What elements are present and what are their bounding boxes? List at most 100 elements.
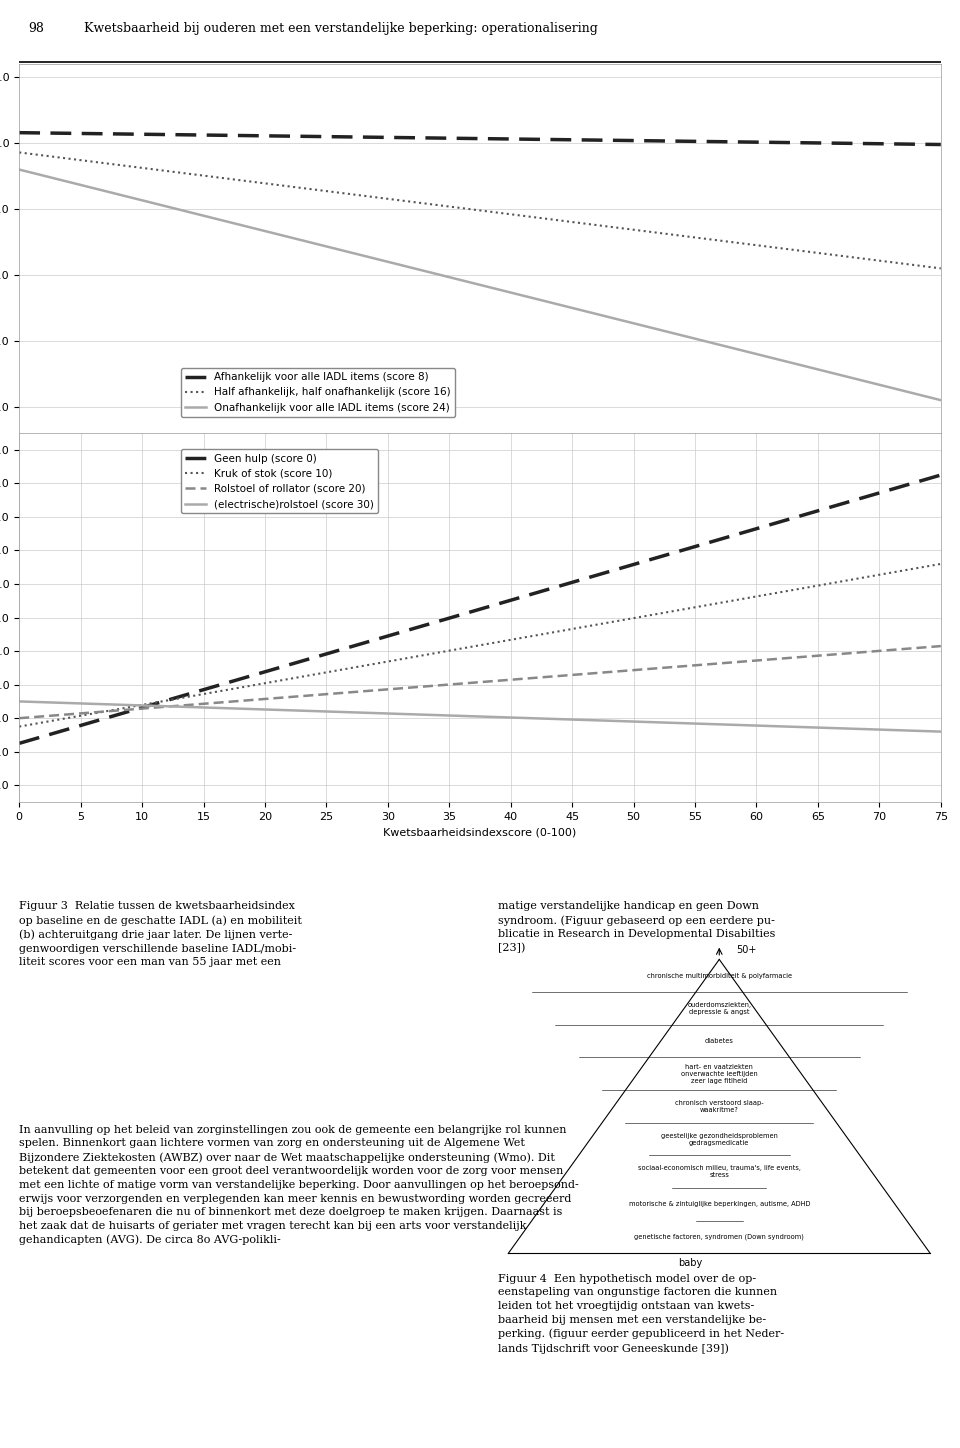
Text: In aanvulling op het beleid van zorginstellingen zou ook de gemeente een belangr: In aanvulling op het beleid van zorginst… xyxy=(19,1125,579,1245)
(electrische)rolstoel (score 30) xyxy=(874,721,885,738)
Afhankelijk voor alle IADL items (score 8) xyxy=(628,132,639,149)
(electrische)rolstoel (score 30) xyxy=(321,702,332,720)
Onafhankelijk voor alle IADL items (score 24) xyxy=(444,268,455,285)
Onafhankelijk voor alle IADL items (score 24) xyxy=(198,207,209,224)
Onafhankelijk voor alle IADL items (score 24) xyxy=(259,223,271,240)
Text: matige verstandelijke handicap en geen Down
syndroom. (Figuur gebaseerd op een e: matige verstandelijke handicap en geen D… xyxy=(497,901,775,953)
Afhankelijk voor alle IADL items (score 8) xyxy=(935,136,947,153)
Rolstoel of rollator (score 20) xyxy=(136,699,148,717)
Rolstoel of rollator (score 20) xyxy=(751,652,762,669)
Afhankelijk voor alle IADL items (score 8) xyxy=(198,126,209,143)
Afhankelijk voor alle IADL items (score 8) xyxy=(321,127,332,145)
Kruk of stok (score 10) xyxy=(75,707,86,724)
Onafhankelijk voor alle IADL items (score 24) xyxy=(628,314,639,332)
Geen hulp (score 0) xyxy=(382,627,394,644)
Line: Geen hulp (score 0): Geen hulp (score 0) xyxy=(19,475,941,743)
Text: Kwetsbaarheid bij ouderen met een verstandelijke beperking: operationalisering: Kwetsbaarheid bij ouderen met een versta… xyxy=(84,22,597,35)
Onafhankelijk voor alle IADL items (score 24) xyxy=(321,237,332,255)
Text: Figuur 4  Een hypothetisch model over de op-
eenstapeling van ongunstige factore: Figuur 4 Een hypothetisch model over de … xyxy=(497,1274,784,1354)
Half afhankelijk, half onafhankelijk (score 16) xyxy=(935,259,947,277)
Kruk of stok (score 10) xyxy=(136,696,148,714)
Half afhankelijk, half onafhankelijk (score 16) xyxy=(382,190,394,207)
Rolstoel of rollator (score 20) xyxy=(566,666,578,683)
Rolstoel of rollator (score 20) xyxy=(321,685,332,702)
(electrische)rolstoel (score 30) xyxy=(382,705,394,723)
Half afhankelijk, half onafhankelijk (score 16) xyxy=(874,252,885,269)
Kruk of stok (score 10) xyxy=(566,620,578,637)
Rolstoel of rollator (score 20) xyxy=(874,643,885,660)
Legend: Geen hulp (score 0), Kruk of stok (score 10), Rolstoel of rollator (score 20), (: Geen hulp (score 0), Kruk of stok (score… xyxy=(181,449,378,514)
(electrische)rolstoel (score 30) xyxy=(444,707,455,724)
Afhankelijk voor alle IADL items (score 8) xyxy=(874,135,885,152)
Geen hulp (score 0) xyxy=(689,537,701,555)
Kruk of stok (score 10) xyxy=(812,576,824,594)
Afhankelijk voor alle IADL items (score 8) xyxy=(751,133,762,151)
Line: (electrische)rolstoel (score 30): (electrische)rolstoel (score 30) xyxy=(19,701,941,731)
Half afhankelijk, half onafhankelijk (score 16) xyxy=(444,198,455,216)
Onafhankelijk voor alle IADL items (score 24) xyxy=(689,330,701,348)
Onafhankelijk voor alle IADL items (score 24) xyxy=(505,284,516,301)
Kruk of stok (score 10) xyxy=(259,675,271,692)
Onafhankelijk voor alle IADL items (score 24) xyxy=(75,177,86,194)
Geen hulp (score 0) xyxy=(751,520,762,537)
Line: Half afhankelijk, half onafhankelijk (score 16): Half afhankelijk, half onafhankelijk (sc… xyxy=(19,152,941,268)
Onafhankelijk voor alle IADL items (score 24) xyxy=(874,376,885,394)
Onafhankelijk voor alle IADL items (score 24) xyxy=(136,191,148,209)
(electrische)rolstoel (score 30) xyxy=(812,718,824,736)
Kruk of stok (score 10) xyxy=(689,598,701,615)
Line: Kruk of stok (score 10): Kruk of stok (score 10) xyxy=(19,563,941,727)
Rolstoel of rollator (score 20) xyxy=(382,681,394,698)
(electrische)rolstoel (score 30) xyxy=(689,715,701,733)
(electrische)rolstoel (score 30) xyxy=(628,712,639,730)
Text: Figuur 3  Relatie tussen de kwetsbaarheidsindex
op baseline en de geschatte IADL: Figuur 3 Relatie tussen de kwetsbaarheid… xyxy=(19,901,302,967)
Half afhankelijk, half onafhankelijk (score 16) xyxy=(75,152,86,169)
Line: Afhankelijk voor alle IADL items (score 8): Afhankelijk voor alle IADL items (score … xyxy=(19,133,941,145)
Rolstoel of rollator (score 20) xyxy=(628,662,639,679)
Afhankelijk voor alle IADL items (score 8) xyxy=(382,129,394,146)
Half afhankelijk, half onafhankelijk (score 16) xyxy=(566,213,578,230)
Geen hulp (score 0) xyxy=(874,484,885,501)
Half afhankelijk, half onafhankelijk (score 16) xyxy=(505,206,516,223)
Geen hulp (score 0) xyxy=(628,556,639,573)
Rolstoel of rollator (score 20) xyxy=(259,691,271,708)
Geen hulp (score 0) xyxy=(935,466,947,484)
Afhankelijk voor alle IADL items (score 8) xyxy=(566,132,578,149)
Geen hulp (score 0) xyxy=(259,663,271,681)
(electrische)rolstoel (score 30) xyxy=(566,711,578,728)
(electrische)rolstoel (score 30) xyxy=(751,717,762,734)
Geen hulp (score 0) xyxy=(505,592,516,610)
Afhankelijk voor alle IADL items (score 8) xyxy=(444,129,455,146)
Line: Onafhankelijk voor alle IADL items (score 24): Onafhankelijk voor alle IADL items (scor… xyxy=(19,169,941,400)
Kruk of stok (score 10) xyxy=(321,663,332,681)
Afhankelijk voor alle IADL items (score 8) xyxy=(689,133,701,151)
Line: Rolstoel of rollator (score 20): Rolstoel of rollator (score 20) xyxy=(19,646,941,718)
(electrische)rolstoel (score 30) xyxy=(505,710,516,727)
Half afhankelijk, half onafhankelijk (score 16) xyxy=(321,182,332,200)
Kruk of stok (score 10) xyxy=(13,718,25,736)
Rolstoel of rollator (score 20) xyxy=(75,705,86,723)
Text: 98: 98 xyxy=(29,22,44,35)
Half afhankelijk, half onafhankelijk (score 16) xyxy=(628,222,639,239)
Kruk of stok (score 10) xyxy=(444,641,455,659)
Afhankelijk voor alle IADL items (score 8) xyxy=(13,125,25,142)
(electrische)rolstoel (score 30) xyxy=(13,692,25,710)
Geen hulp (score 0) xyxy=(136,699,148,717)
Kruk of stok (score 10) xyxy=(382,653,394,670)
Kruk of stok (score 10) xyxy=(935,555,947,572)
Legend: Afhankelijk voor alle IADL items (score 8), Half afhankelijk, half onafhankelijk: Afhankelijk voor alle IADL items (score … xyxy=(181,368,455,417)
Kruk of stok (score 10) xyxy=(751,588,762,605)
Rolstoel of rollator (score 20) xyxy=(689,656,701,673)
Afhankelijk voor alle IADL items (score 8) xyxy=(136,126,148,143)
Kruk of stok (score 10) xyxy=(628,610,639,627)
Geen hulp (score 0) xyxy=(566,573,578,591)
Geen hulp (score 0) xyxy=(198,681,209,698)
(electrische)rolstoel (score 30) xyxy=(198,699,209,717)
Geen hulp (score 0) xyxy=(812,502,824,520)
Onafhankelijk voor alle IADL items (score 24) xyxy=(382,253,394,271)
Onafhankelijk voor alle IADL items (score 24) xyxy=(935,391,947,408)
Half afhankelijk, half onafhankelijk (score 16) xyxy=(689,229,701,246)
Half afhankelijk, half onafhankelijk (score 16) xyxy=(259,175,271,193)
(electrische)rolstoel (score 30) xyxy=(259,701,271,718)
Onafhankelijk voor alle IADL items (score 24) xyxy=(751,346,762,363)
X-axis label: Kwetsbaarheidsindexscore (0-100): Kwetsbaarheidsindexscore (0-100) xyxy=(383,827,577,837)
